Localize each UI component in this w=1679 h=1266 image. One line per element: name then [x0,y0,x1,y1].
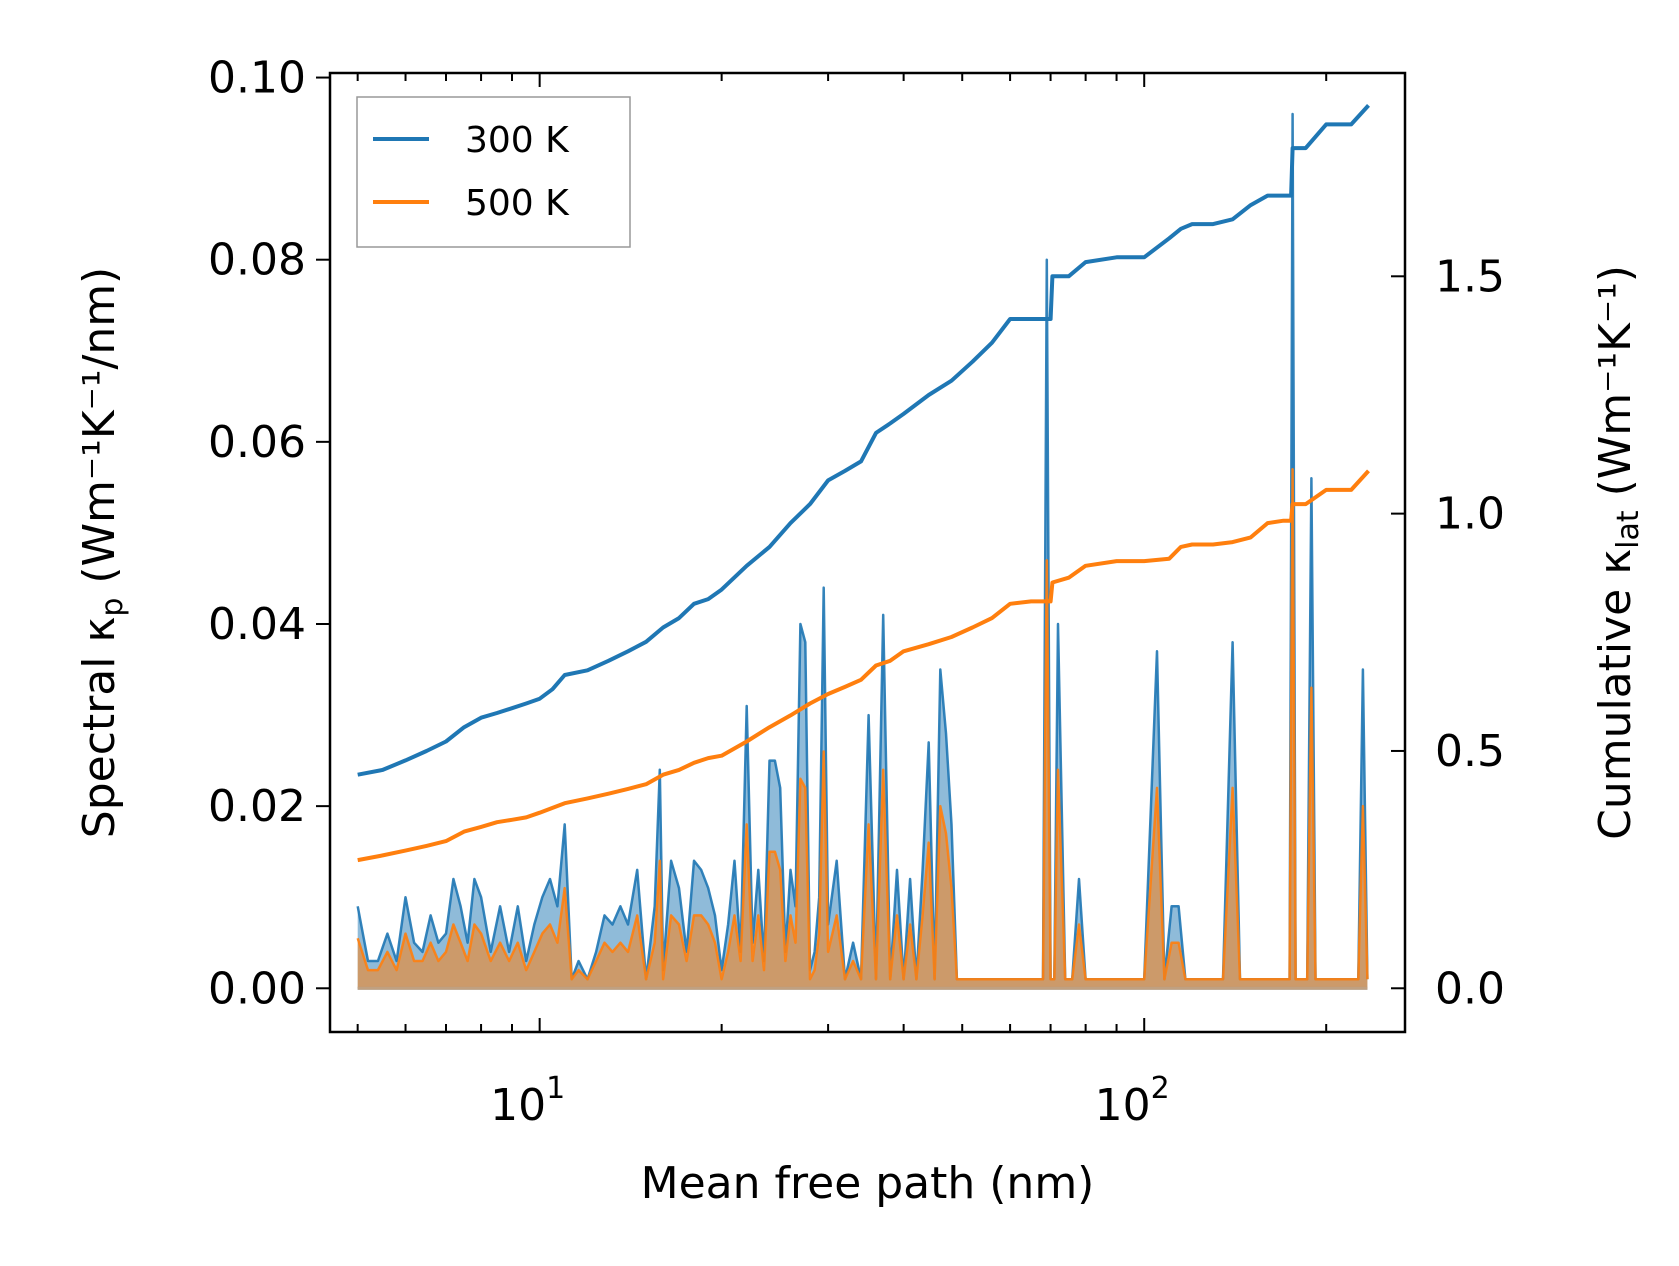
y-axis-label-right-sub: lat [1611,510,1646,549]
x-tick-label-exponent: 2 [1151,1071,1170,1106]
x-tick-label: 102 [1095,1071,1170,1131]
x-tick-label: 101 [490,1071,565,1131]
y-axis-label-left-units: (Wm⁻¹K⁻¹/nm) [74,267,125,598]
y-axis-label-right: Cumulative κlat (Wm⁻¹K⁻¹) [1590,265,1646,840]
cumulative-line-300k [357,104,1370,777]
y-left-tick-label: 0.04 [208,599,306,650]
y-right-tick-label: 0.5 [1435,726,1505,777]
y-axis-label-right-main: Cumulative κ [1590,549,1641,840]
y-right-tick-label: 1.0 [1435,489,1505,540]
x-axis-label: Mean free path (nm) [641,1158,1095,1209]
legend: 300 K 500 K [356,96,631,248]
y-axis-label-left-sub: p [95,598,130,617]
y-left-tick-label: 0.08 [208,235,306,286]
plot-area [356,104,1370,990]
legend-box [356,96,631,248]
cumulative-line-500k [357,469,1370,863]
legend-label: 300 K [465,120,570,161]
x-tick-label-base: 10 [490,1080,546,1131]
x-tick-label-exponent: 1 [546,1071,565,1106]
y-axis-label-left: Spectral κp (Wm⁻¹K⁻¹/nm) [74,267,130,838]
plot-frame [328,71,1407,1034]
axes: 101 1020.000.020.040.060.080.100.00.51.01… [208,53,1505,1131]
y-right-tick-label: 1.5 [1435,251,1505,302]
y-axis-label-right-units: (Wm⁻¹K⁻¹) [1590,265,1641,510]
legend-label: 500 K [465,183,570,224]
y-left-tick-label: 0.02 [208,781,306,832]
y-left-tick-label: 0.10 [208,53,306,104]
axis-labels: Mean free path (nm) Spectral κp (Wm⁻¹K⁻¹… [74,265,1646,1209]
y-axis-label-left-main: Spectral κ [74,617,125,839]
y-left-tick-label: 0.06 [208,417,306,468]
x-tick-label-base: 10 [1095,1080,1151,1131]
y-right-tick-label: 0.0 [1435,963,1505,1014]
spectral-line-500k [356,467,1369,981]
y-left-tick-label: 0.00 [208,963,306,1014]
